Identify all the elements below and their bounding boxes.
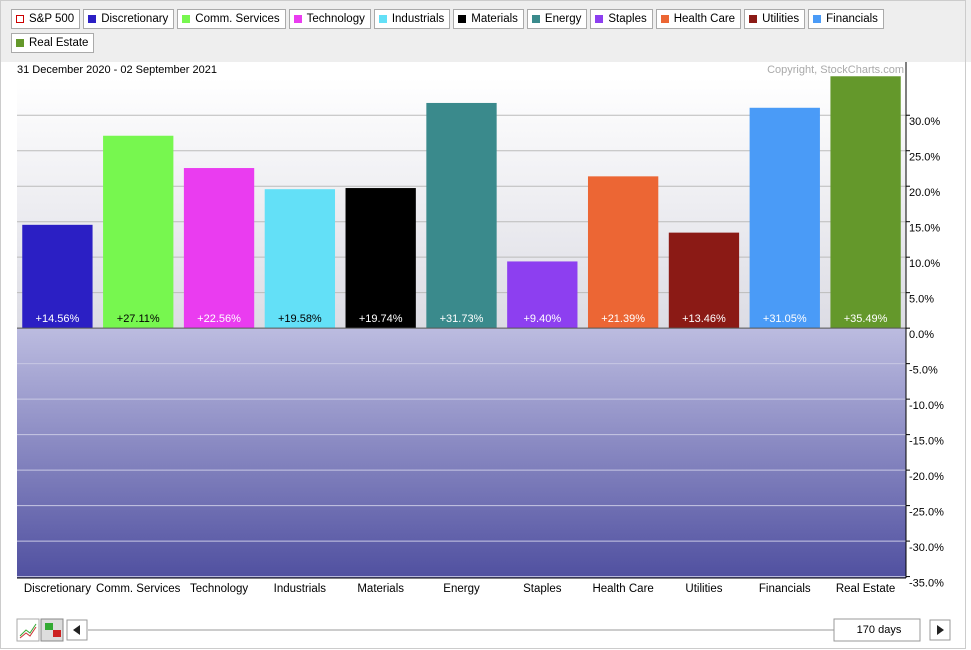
bar-icon	[45, 623, 53, 630]
legend-swatch	[16, 39, 24, 47]
value-label: +13.46%	[682, 313, 726, 325]
x-tick-label: Technology	[190, 583, 248, 595]
line-icon	[19, 626, 37, 639]
y-tick-label: -5.0%	[909, 365, 938, 377]
legend-item[interactable]: Discretionary	[83, 9, 175, 29]
legend-swatch	[660, 15, 669, 23]
copyright: Copyright, StockCharts.com	[767, 64, 904, 76]
legend-item[interactable]: S&P 500	[11, 9, 81, 29]
legend-item[interactable]: Staples	[590, 9, 653, 29]
legend-label: Comm. Services	[195, 13, 280, 25]
legend-item[interactable]: Technology	[288, 9, 371, 29]
value-label: +19.74%	[359, 313, 403, 325]
value-label: +9.40%	[524, 313, 562, 325]
negative-region	[17, 328, 906, 578]
period: 170 days	[857, 624, 902, 636]
legend-swatch	[88, 15, 97, 23]
value-label: +22.56%	[197, 313, 241, 325]
legend-label: Real Estate	[29, 37, 89, 49]
legend-swatch	[749, 15, 758, 23]
y-tick-label: 30.0%	[909, 116, 940, 128]
bar	[587, 176, 659, 329]
bar-icon	[53, 630, 61, 637]
legend-label: Financials	[826, 13, 878, 25]
y-tick-label: 10.0%	[909, 258, 940, 270]
legend-swatch	[378, 15, 387, 23]
bar	[426, 102, 497, 329]
legend-label: Materials	[471, 13, 518, 25]
bar	[507, 261, 578, 329]
date-range: 31 December 2020 - 02 September 2021	[17, 64, 217, 76]
legend-swatch	[16, 15, 24, 23]
y-tick-label: -20.0%	[909, 471, 944, 483]
controls: 170 days	[16, 618, 951, 642]
arrow-right	[937, 625, 944, 635]
bar	[264, 189, 336, 329]
legend-swatch	[813, 15, 822, 23]
legend-item[interactable]: Utilities	[744, 9, 806, 29]
legend-item[interactable]: Industrials	[373, 9, 451, 29]
x-tick-label: Industrials	[274, 583, 327, 595]
bar	[668, 232, 740, 329]
y-tick-label: 5.0%	[909, 294, 934, 306]
bar	[183, 168, 255, 329]
x-tick-label: Energy	[443, 583, 480, 595]
legend-item[interactable]: Comm. Services	[177, 9, 286, 29]
y-tick-label: 15.0%	[909, 223, 940, 235]
legend-swatch	[293, 15, 302, 23]
x-tick-label: Materials	[357, 583, 404, 595]
y-tick-label: 25.0%	[909, 152, 940, 164]
legend-label: Industrials	[391, 13, 445, 25]
legend-swatch	[595, 15, 604, 23]
value-label: +27.11%	[117, 313, 160, 325]
legend-label: Discretionary	[101, 13, 169, 25]
legend-swatch	[458, 15, 467, 23]
x-tick-label: Real Estate	[836, 583, 895, 595]
legend-label: Health Care	[673, 13, 736, 25]
value-label: +31.05%	[763, 313, 807, 325]
arrow-left	[73, 625, 80, 635]
x-tick-label: Health Care	[592, 583, 653, 595]
value-label: +14.56%	[36, 313, 80, 325]
x-tick-label: Staples	[523, 583, 562, 595]
legend-item[interactable]: Financials	[808, 9, 884, 29]
legend-label: S&P 500	[29, 13, 75, 25]
x-tick-label: Discretionary	[24, 583, 91, 595]
value-label: +21.39%	[601, 313, 645, 325]
legend-item[interactable]: Energy	[526, 9, 588, 29]
legend-item[interactable]: Health Care	[655, 9, 742, 29]
value-label: +35.49%	[844, 313, 888, 325]
value-label: +19.58%	[278, 313, 322, 325]
value-label: +31.73%	[440, 313, 484, 325]
legend-item[interactable]: Real Estate	[11, 33, 95, 53]
legend-label: Staples	[608, 13, 647, 25]
legend-label: Energy	[544, 13, 582, 25]
x-tick-label: Utilities	[685, 583, 722, 595]
bar	[830, 76, 901, 329]
x-tick-label: Financials	[759, 583, 811, 595]
y-tick-label: -35.0%	[909, 577, 944, 589]
legend-item[interactable]: Materials	[453, 9, 524, 29]
legend-label: Technology	[306, 13, 365, 25]
y-tick-label: -25.0%	[909, 507, 944, 519]
bar	[345, 188, 416, 329]
y-tick-label: 0.0%	[909, 329, 934, 341]
bar	[103, 135, 174, 329]
legend-swatch	[182, 15, 191, 23]
y-tick-label: -10.0%	[909, 400, 944, 412]
period-box[interactable]	[833, 618, 921, 642]
legend-label: Utilities	[762, 13, 800, 25]
bar	[22, 224, 93, 329]
legend: S&P 500 Discretionary Comm. Services Techno…	[11, 9, 941, 53]
legend-swatch	[531, 15, 540, 23]
y-tick-label: -30.0%	[909, 542, 944, 554]
y-tick-label: -15.0%	[909, 436, 944, 448]
x-tick-label: Comm. Services	[96, 583, 181, 595]
line-icon	[19, 623, 37, 637]
bar	[749, 107, 820, 329]
y-tick-label: 20.0%	[909, 187, 940, 199]
